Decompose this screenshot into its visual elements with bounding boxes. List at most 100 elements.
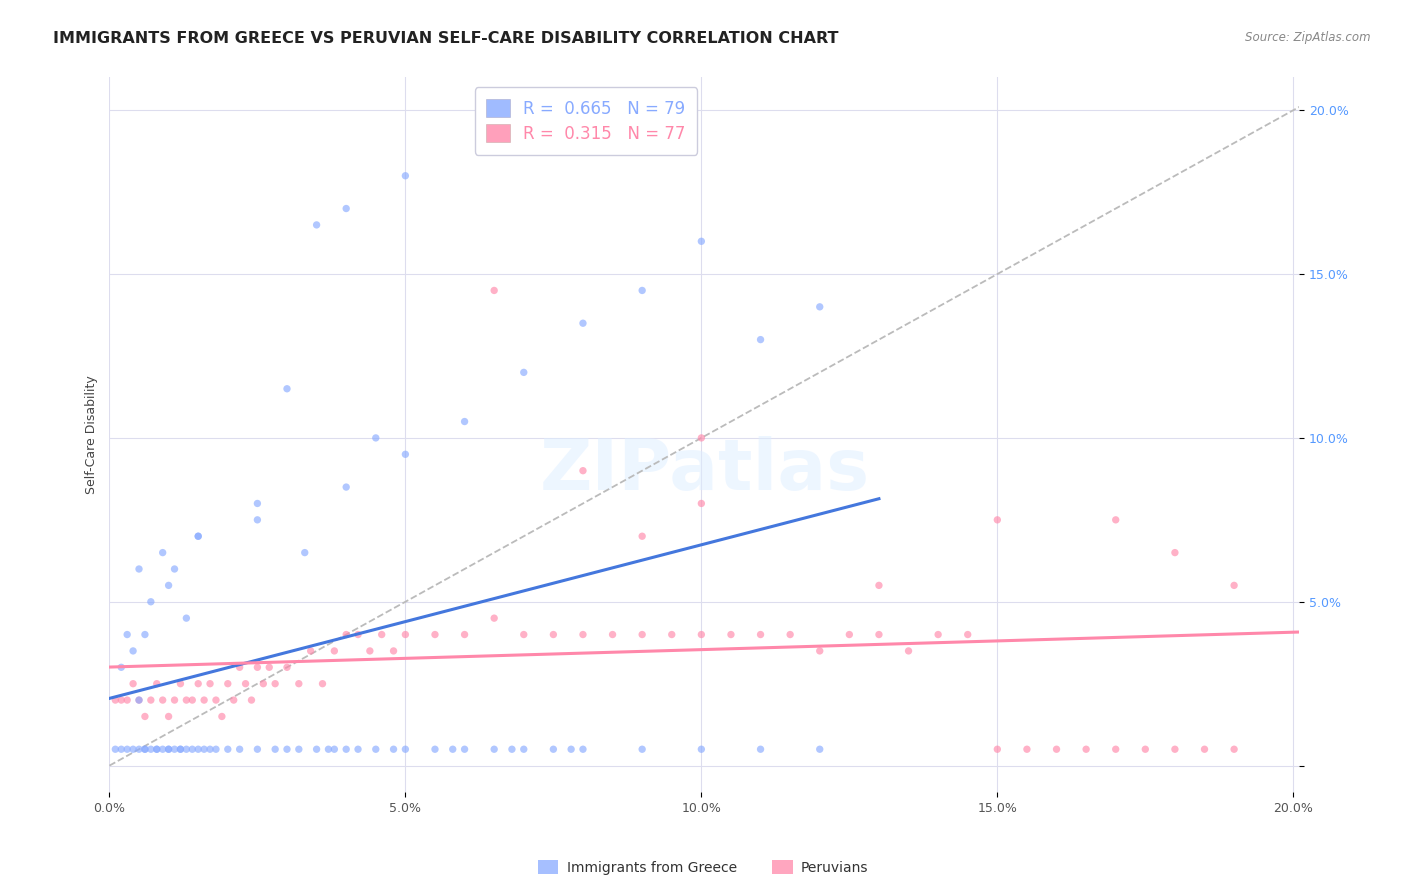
Point <box>868 627 890 641</box>
Point <box>187 676 209 690</box>
Point <box>163 742 186 756</box>
Point <box>139 742 162 756</box>
Point <box>690 235 713 249</box>
Point <box>690 496 713 510</box>
Point <box>240 693 263 707</box>
Point <box>176 611 198 625</box>
Point <box>139 595 162 609</box>
Point <box>187 529 209 543</box>
Point <box>441 742 464 756</box>
Point <box>246 496 269 510</box>
Point <box>394 627 416 641</box>
Point <box>482 611 505 625</box>
Point <box>163 693 186 707</box>
Point <box>134 709 156 723</box>
Point <box>169 676 191 690</box>
Legend: R =  0.665   N = 79, R =  0.315   N = 77: R = 0.665 N = 79, R = 0.315 N = 77 <box>475 87 697 154</box>
Point <box>198 676 221 690</box>
Point <box>246 742 269 756</box>
Point <box>323 742 346 756</box>
Point <box>252 676 274 690</box>
Point <box>276 660 298 674</box>
Point <box>176 742 198 756</box>
Point <box>305 218 328 232</box>
Point <box>163 562 186 576</box>
Point <box>543 627 565 641</box>
Point <box>128 693 150 707</box>
Point <box>145 742 167 756</box>
Point <box>235 676 257 690</box>
Point <box>335 202 357 216</box>
Point <box>145 742 167 756</box>
Point <box>335 627 357 641</box>
Point <box>152 693 174 707</box>
Point <box>1105 513 1128 527</box>
Point <box>169 742 191 756</box>
Point <box>394 447 416 461</box>
Point <box>187 529 209 543</box>
Point <box>1194 742 1216 756</box>
Point <box>193 693 215 707</box>
Point <box>176 693 198 707</box>
Point <box>631 529 654 543</box>
Point <box>513 627 536 641</box>
Point <box>513 742 536 756</box>
Point <box>246 513 269 527</box>
Point <box>423 627 446 641</box>
Point <box>986 742 1008 756</box>
Text: Source: ZipAtlas.com: Source: ZipAtlas.com <box>1246 31 1371 45</box>
Point <box>288 742 311 756</box>
Point <box>572 742 595 756</box>
Point <box>572 627 595 641</box>
Point <box>482 284 505 298</box>
Point <box>305 742 328 756</box>
Point <box>779 627 801 641</box>
Point <box>690 627 713 641</box>
Point <box>631 627 654 641</box>
Point <box>222 693 245 707</box>
Point <box>152 546 174 560</box>
Point <box>347 742 370 756</box>
Legend: Immigrants from Greece, Peruvians: Immigrants from Greece, Peruvians <box>531 855 875 880</box>
Point <box>198 742 221 756</box>
Point <box>1164 546 1187 560</box>
Point <box>482 742 505 756</box>
Point <box>128 562 150 576</box>
Point <box>1074 742 1097 756</box>
Point <box>217 676 239 690</box>
Point <box>1045 742 1067 756</box>
Point <box>152 742 174 756</box>
Point <box>453 627 475 641</box>
Point <box>294 546 316 560</box>
Point <box>749 742 772 756</box>
Point <box>453 742 475 756</box>
Point <box>193 742 215 756</box>
Point <box>690 742 713 756</box>
Point <box>246 660 269 674</box>
Point <box>335 742 357 756</box>
Point <box>423 742 446 756</box>
Point <box>264 742 287 756</box>
Y-axis label: Self-Care Disability: Self-Care Disability <box>86 376 98 494</box>
Point <box>104 693 127 707</box>
Point <box>264 676 287 690</box>
Point <box>631 742 654 756</box>
Point <box>382 644 405 658</box>
Point <box>986 513 1008 527</box>
Point <box>211 709 233 723</box>
Point <box>1105 742 1128 756</box>
Point <box>122 644 145 658</box>
Point <box>110 660 132 674</box>
Point <box>572 464 595 478</box>
Point <box>115 742 138 756</box>
Point <box>205 742 228 756</box>
Point <box>157 742 180 756</box>
Point <box>1135 742 1157 756</box>
Point <box>560 742 582 756</box>
Point <box>808 742 831 756</box>
Point <box>323 644 346 658</box>
Point <box>122 742 145 756</box>
Point <box>956 627 979 641</box>
Point <box>122 676 145 690</box>
Point <box>359 644 381 658</box>
